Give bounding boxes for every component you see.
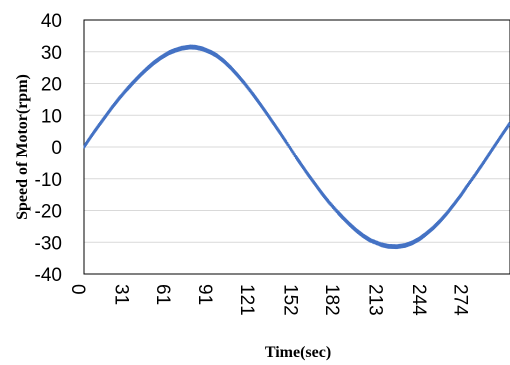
- x-tick-label: 121: [236, 284, 257, 316]
- y-tick-label: 20: [41, 75, 62, 96]
- x-tick-label: 91: [194, 284, 215, 305]
- x-axis-title: Time(sec): [265, 344, 331, 361]
- x-tick-label: 31: [110, 284, 131, 305]
- y-tick-label: -10: [35, 170, 62, 191]
- x-axis-ticks: 0 31 61 91 121 152 182 213 244 274: [67, 284, 471, 316]
- y-tick-label: 40: [41, 11, 62, 32]
- y-tick-label: 0: [51, 138, 62, 159]
- x-tick-label: 0: [67, 284, 88, 295]
- y-tick-label: 30: [41, 43, 62, 64]
- y-tick-label: 10: [41, 106, 62, 127]
- y-axis-title: Speed of Motor(rpm): [14, 74, 31, 220]
- grid-lines: [84, 51, 510, 243]
- x-tick-label: 244: [408, 284, 429, 316]
- x-tick-label: 274: [450, 284, 471, 316]
- x-tick-label: 182: [321, 284, 342, 316]
- y-tick-label: -30: [35, 233, 62, 254]
- x-tick-label: 213: [364, 284, 385, 316]
- speed-series-line: [83, 44, 510, 250]
- y-tick-label: -20: [35, 202, 62, 223]
- x-tick-label: 61: [152, 284, 173, 305]
- x-tick-label: 152: [279, 284, 300, 316]
- y-tick-label: -40: [35, 265, 62, 286]
- y-axis-ticks: 40 30 20 10 0 -10 -20 -30 -40: [35, 11, 62, 286]
